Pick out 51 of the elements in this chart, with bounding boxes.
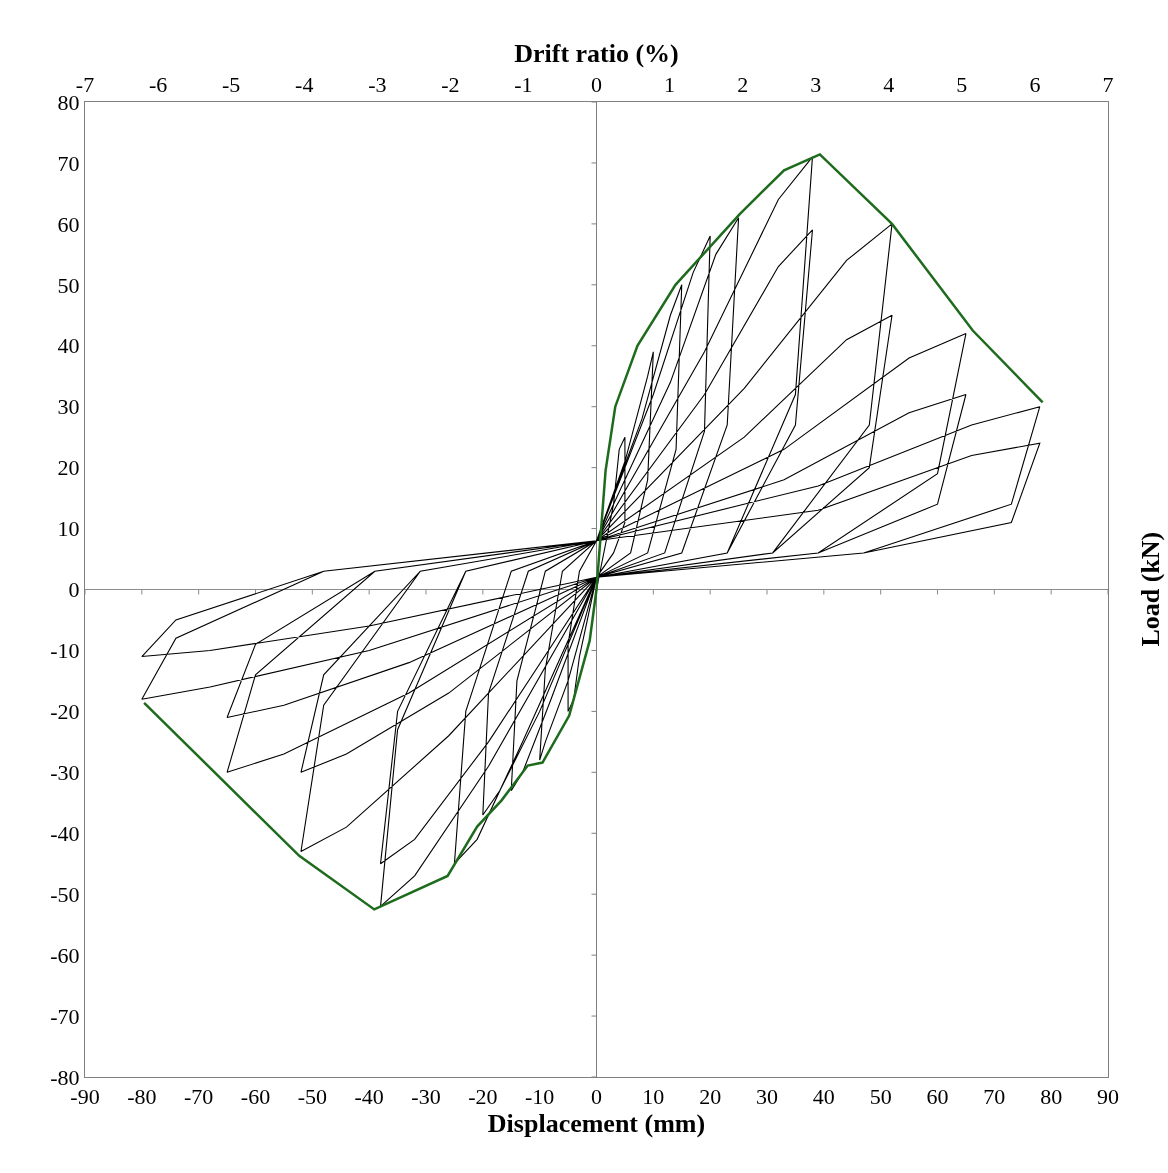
x-tick-label: 50: [869, 1084, 892, 1110]
y-axis-title: Load (kN): [1135, 531, 1165, 647]
y-tick-label: 0: [68, 577, 80, 603]
x2-tick-label: 5: [956, 72, 968, 98]
y-tick-label: 80: [57, 89, 80, 115]
x2-tick-label: 1: [664, 72, 676, 98]
x2-axis-title: Drift ratio (%): [514, 38, 679, 68]
x-tick-label: 70: [983, 1084, 1006, 1110]
x-axis-title: Displacement (mm): [487, 1109, 706, 1139]
x-tick-label: -50: [297, 1084, 327, 1110]
x-tick-label: 80: [1040, 1084, 1063, 1110]
x2-tick-label: 3: [810, 72, 822, 98]
x-tick-label: -30: [411, 1084, 441, 1110]
x-tick-label: -60: [240, 1084, 271, 1110]
x2-tick-label: -1: [514, 72, 533, 98]
y-tick-label: -60: [50, 942, 80, 968]
y-tick-label: -50: [50, 881, 80, 907]
x-tick-label: 10: [642, 1084, 665, 1110]
x-tick-label: 90: [1097, 1084, 1119, 1110]
x2-tick-label: -5: [221, 72, 241, 98]
x2-tick-label: -4: [295, 72, 314, 98]
y-tick-label: -40: [50, 820, 80, 846]
y-tick-label: 70: [57, 150, 80, 176]
x-tick-label: -10: [525, 1084, 555, 1110]
y-tick-label: 30: [57, 394, 80, 420]
x-tick-label: -40: [354, 1084, 384, 1110]
y-tick-label: -30: [50, 760, 80, 786]
x2-tick-label: 0: [591, 72, 602, 98]
x-tick-label: 60: [926, 1084, 949, 1110]
x2-tick-label: 4: [883, 72, 895, 98]
y-tick-label: 60: [57, 211, 80, 237]
y-tick-label: -10: [50, 638, 80, 664]
x2-tick-label: 6: [1029, 72, 1041, 98]
y-tick-label: -70: [50, 1003, 80, 1029]
x-tick-label: 20: [699, 1084, 722, 1110]
x2-tick-label: -3: [368, 72, 387, 98]
y-tick-label: 20: [57, 455, 80, 481]
x-tick-label: -80: [127, 1084, 157, 1110]
x-tick-label: -20: [468, 1084, 498, 1110]
y-tick-label: 50: [57, 272, 80, 298]
y-tick-label: 10: [57, 516, 80, 542]
x2-tick-label: 7: [1102, 72, 1114, 98]
y-tick-label: 40: [57, 333, 80, 359]
x-tick-label: -70: [184, 1084, 214, 1110]
x2-tick-label: -6: [148, 72, 168, 98]
x-tick-label: 30: [756, 1084, 778, 1110]
y-tick-label: -20: [50, 699, 80, 725]
x2-tick-label: -2: [441, 72, 460, 98]
x2-tick-label: 2: [737, 72, 749, 98]
x-tick-label: 0: [591, 1084, 602, 1110]
x-tick-label: 40: [812, 1084, 835, 1110]
